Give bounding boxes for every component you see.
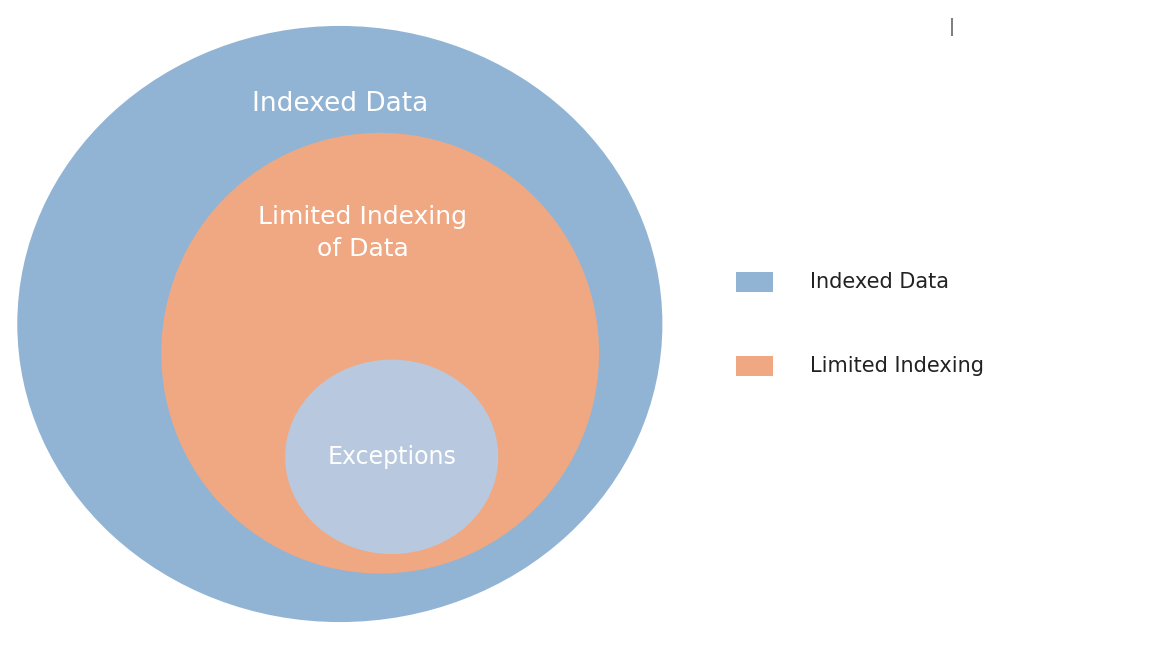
Text: Limited Indexing
of Data: Limited Indexing of Data [258,205,468,261]
Text: Indexed Data: Indexed Data [810,272,949,292]
Text: |: | [948,18,955,36]
Ellipse shape [17,26,662,622]
Text: Exceptions: Exceptions [327,445,456,469]
FancyBboxPatch shape [736,272,773,292]
Ellipse shape [161,133,599,573]
Text: Limited Indexing: Limited Indexing [810,356,984,376]
Text: Indexed Data: Indexed Data [252,91,427,117]
Ellipse shape [286,360,498,554]
FancyBboxPatch shape [736,356,773,376]
